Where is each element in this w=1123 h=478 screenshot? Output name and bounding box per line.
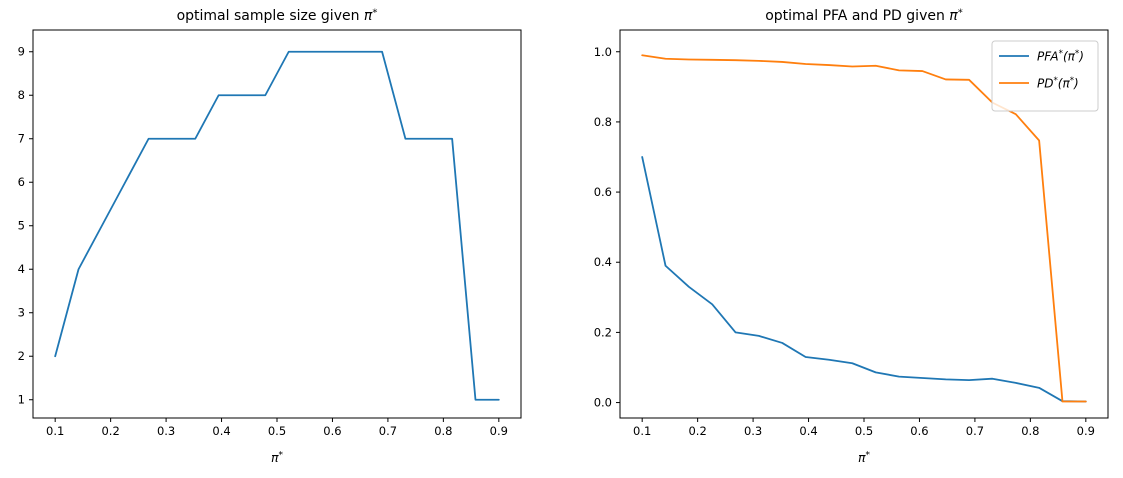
- pfa-pd-series-line: [641, 156, 1087, 403]
- y-tick-label: 5: [18, 219, 25, 233]
- x-tick-label: 0.7: [966, 424, 984, 438]
- x-tick-label: 0.7: [379, 424, 397, 438]
- x-tick-label: 0.8: [434, 424, 452, 438]
- x-tick-label: 0.1: [46, 424, 64, 438]
- y-tick-label: 1.0: [594, 45, 612, 59]
- y-tick-label: 1: [18, 393, 25, 407]
- y-tick-label: 7: [18, 132, 25, 146]
- x-tick-label: 0.6: [910, 424, 928, 438]
- y-tick-label: 0.8: [594, 115, 612, 129]
- sample-size-title: optimal sample size given π*: [177, 8, 378, 25]
- x-tick-label: 0.5: [855, 424, 873, 438]
- pfa-pd-series-line: [641, 54, 1087, 403]
- y-tick-label: 0.0: [594, 396, 612, 410]
- y-tick-label: 3: [18, 306, 25, 320]
- y-tick-label: 2: [18, 349, 25, 363]
- pfa-pd-title: optimal PFA and PD given π*: [765, 8, 963, 25]
- x-tick-label: 0.4: [799, 424, 817, 438]
- legend-box: [991, 40, 1099, 112]
- x-tick-label: 0.6: [323, 424, 341, 438]
- pfa-pd-xlabel: π*: [858, 450, 871, 465]
- sample-size-plot-frame: [32, 29, 522, 419]
- x-tick-label: 0.9: [490, 424, 508, 438]
- x-tick-label: 0.1: [633, 424, 651, 438]
- sample-size-xlabel: π*: [271, 450, 284, 465]
- legend-label: PFA*(π*): [1037, 49, 1084, 64]
- x-tick-label: 0.4: [212, 424, 230, 438]
- y-tick-label: 8: [18, 88, 25, 102]
- x-tick-label: 0.2: [101, 424, 119, 438]
- y-tick-label: 6: [18, 175, 25, 189]
- x-tick-label: 0.5: [268, 424, 286, 438]
- pfa-pd-chart: 0.1 0.2 0.3 0.4 0.5 0.6 0.7 0.8 0.9 0.0 0.2 0.4 0.6 0…: [594, 8, 1109, 465]
- x-tick-label: 0.8: [1021, 424, 1039, 438]
- sample-size-series-line: [54, 50, 500, 401]
- y-tick-label: 4: [18, 262, 25, 276]
- y-tick-label: 0.4: [594, 255, 612, 269]
- y-tick-label: 9: [18, 45, 25, 59]
- sample-size-chart: 0.1 0.2 0.3 0.4 0.5 0.6 0.7 0.8 0.9 1 2 3 4 5 6 7 8 9 opti…: [18, 8, 522, 465]
- x-tick-label: 0.3: [744, 424, 762, 438]
- x-tick-label: 0.9: [1077, 424, 1095, 438]
- y-tick-label: 0.6: [594, 185, 612, 199]
- y-tick-label: 0.2: [594, 325, 612, 339]
- legend-label: PD*(π*): [1037, 76, 1079, 91]
- x-tick-label: 0.2: [688, 424, 706, 438]
- x-tick-label: 0.3: [157, 424, 175, 438]
